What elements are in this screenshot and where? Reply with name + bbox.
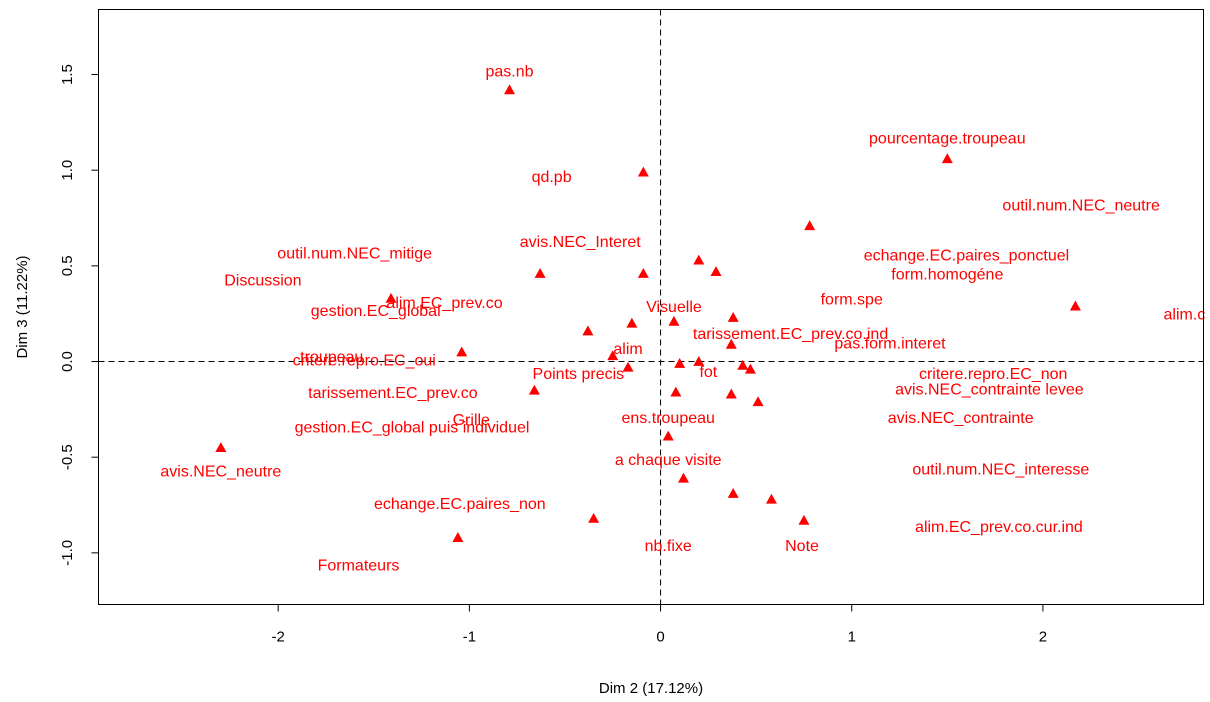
point-label: form.spe xyxy=(821,291,883,308)
point-label: fot xyxy=(699,364,717,381)
point-label: avis.NEC_contrainte xyxy=(888,410,1034,427)
point-label: gestion.EC_global xyxy=(311,303,441,320)
point-label: outil.num.NEC_neutre xyxy=(1002,198,1160,215)
y-tick-label: -1.0 xyxy=(59,540,76,566)
data-point-triangle xyxy=(385,292,397,303)
point-label: echange.EC.paires_ponctuel xyxy=(864,247,1069,264)
point-label: a chaque visite xyxy=(615,452,722,469)
data-point-triangle xyxy=(452,532,464,542)
plot-frame xyxy=(98,9,1204,605)
point-label: critere.repro.EC_oui xyxy=(293,353,436,370)
point-label: form.homogéne xyxy=(891,267,1003,284)
point-label: Discussion xyxy=(224,272,301,289)
data-point-triangle xyxy=(737,359,749,370)
data-point-triangle xyxy=(662,430,674,441)
point-label: troupeau xyxy=(300,349,363,366)
data-point-triangle xyxy=(534,268,546,278)
data-points xyxy=(215,84,1081,542)
point-label: gestion.EC_global puis individuel xyxy=(295,420,530,437)
point-label: pas.nb xyxy=(486,64,534,81)
point-label: Points precis xyxy=(533,366,625,383)
data-point-triangle xyxy=(1069,300,1081,311)
x-tick-label: -2 xyxy=(272,629,285,646)
data-point-triangle xyxy=(710,266,722,277)
data-point-triangle xyxy=(637,268,649,278)
point-label: tarissement.EC_prev.co xyxy=(308,385,478,402)
y-axis-title: Dim 3 (11.22%) xyxy=(14,255,31,358)
point-label: tarissement.EC_prev.co.ind xyxy=(693,326,888,343)
x-axis: -2 -1 0 1 2 xyxy=(272,604,1047,646)
point-label: alim.c xyxy=(1163,307,1205,324)
data-point-triangle xyxy=(588,512,600,523)
point-label: Formateurs xyxy=(318,557,400,574)
point-label: qd.pb xyxy=(532,169,572,186)
point-label: pourcentage.troupeau xyxy=(869,131,1026,148)
data-point-triangle xyxy=(626,317,638,328)
point-label: alim.EC_prev.co xyxy=(386,295,502,312)
y-tick-label: 1.0 xyxy=(59,160,76,181)
point-label: nb.fixe xyxy=(645,538,692,555)
data-point-triangle xyxy=(670,386,682,397)
data-point-triangle xyxy=(456,346,468,357)
data-point-triangle xyxy=(693,356,705,366)
x-axis-title: Dim 2 (17.12%) xyxy=(599,680,703,697)
x-tick-label: 0 xyxy=(656,629,664,646)
point-label: alim.EC_prev.co.cur.ind xyxy=(915,519,1083,536)
point-label: critere.repro.EC_non xyxy=(919,366,1068,383)
point-label: pas.form.interet xyxy=(834,335,946,352)
point-label: echange.EC.paires_non xyxy=(374,496,546,513)
point-label: alim xyxy=(613,341,642,358)
y-tick-label: 1.5 xyxy=(59,64,76,85)
point-labels: pas.nb pourcentage.troupeau qd.pb outil.num… xyxy=(160,64,1205,575)
point-label: Grille xyxy=(453,412,490,429)
data-point-triangle xyxy=(804,220,816,231)
x-tick-label: -1 xyxy=(463,629,476,646)
point-label: Visuelle xyxy=(646,299,702,316)
point-label: Note xyxy=(785,538,819,555)
data-point-triangle xyxy=(582,325,594,336)
reference-lines xyxy=(98,9,1204,605)
x-tick-label: 1 xyxy=(848,629,856,646)
data-point-triangle xyxy=(622,361,634,372)
y-tick-label: 0.5 xyxy=(59,255,76,276)
y-axis: -1.0 -0.5 0.0 0.5 1.0 1.5 xyxy=(59,64,99,566)
data-point-triangle xyxy=(765,493,777,504)
data-point-triangle xyxy=(607,350,619,361)
data-point-triangle xyxy=(678,472,689,483)
point-label: avis.NEC_neutre xyxy=(160,464,281,481)
data-point-triangle xyxy=(798,514,810,525)
x-tick-label: 2 xyxy=(1039,629,1047,646)
data-point-triangle xyxy=(693,254,705,265)
data-point-triangle xyxy=(752,396,764,407)
point-label: outil.num.NEC_mitige xyxy=(277,245,432,262)
data-point-triangle xyxy=(528,384,540,395)
point-label: avis.NEC_Interet xyxy=(520,234,641,251)
data-point-triangle xyxy=(744,363,756,374)
data-point-triangle xyxy=(674,357,686,368)
y-tick-label: -0.5 xyxy=(59,444,76,470)
data-point-triangle xyxy=(725,338,737,349)
point-label: outil.num.NEC_interesse xyxy=(912,462,1089,479)
point-label: avis.NEC_contrainte levee xyxy=(895,381,1084,398)
data-point-triangle xyxy=(504,84,516,95)
data-point-triangle xyxy=(727,488,739,498)
point-label: ens.troupeau xyxy=(622,410,715,427)
data-point-triangle xyxy=(668,315,680,326)
data-point-triangle xyxy=(637,166,649,177)
data-point-triangle xyxy=(727,312,739,322)
y-tick-label: 0.0 xyxy=(59,351,76,372)
data-point-triangle xyxy=(215,442,227,453)
data-point-triangle xyxy=(725,388,737,399)
data-point-triangle xyxy=(941,153,953,164)
